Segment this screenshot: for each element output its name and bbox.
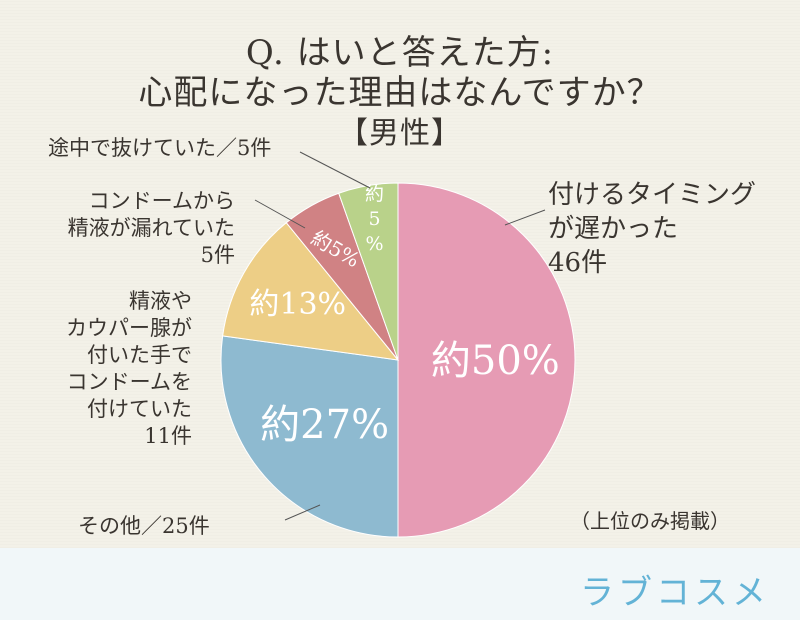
- footer-band: [0, 548, 800, 620]
- label-leak-count: 5件: [200, 243, 235, 267]
- leader-late: [504, 209, 546, 226]
- label-late-line2: が遅かった: [548, 214, 679, 244]
- slice-slip: [338, 182, 399, 361]
- label-leak-line2: 精液が漏れていた: [67, 216, 235, 240]
- slice-fluid: [222, 221, 400, 361]
- label-fluid-line5: 付けていた: [87, 397, 192, 421]
- slice-slip-percent-label: 約 5%: [365, 183, 384, 255]
- label-late-count: 46件: [548, 248, 608, 278]
- label-late: 付けるタイミング が遅かった 46件: [548, 178, 756, 280]
- slice-other: [220, 335, 399, 538]
- slice-other-percent-label: 約27%: [260, 402, 389, 448]
- chart-title-line1: Q. はいと答えた方:: [245, 33, 555, 73]
- brand-logo: ラブコスメ: [580, 573, 770, 613]
- label-fluid-line1: 精液や: [129, 289, 192, 313]
- chart-title-line2: 心配になった理由はなんですか？: [138, 73, 662, 113]
- slice-fluid-percent-label: 約13%: [249, 287, 346, 322]
- label-fluid-line3: 付いた手で: [87, 343, 192, 367]
- label-fluid-line4: コンドームを: [66, 370, 192, 394]
- leader-other: [284, 504, 321, 521]
- label-fluid: 精液や カウパー腺が 付いた手で コンドームを 付けていた 11件: [20, 288, 192, 450]
- label-leak-line1: コンドームから: [88, 189, 235, 213]
- slice-late: [397, 182, 576, 538]
- leader-leak: [254, 199, 306, 229]
- leader-slip: [299, 151, 371, 189]
- label-other: その他／25件: [78, 514, 210, 538]
- label-fluid-line2: カウパー腺が: [66, 316, 192, 340]
- chart-title-line3: 【男性】: [338, 116, 462, 151]
- slice-late-percent-label: 約50%: [431, 338, 560, 384]
- footnote: （上位のみ掲載）: [570, 509, 730, 533]
- label-leak: コンドームから 精液が漏れていた 5件: [60, 188, 235, 269]
- label-slip: 途中で抜けていた／5件: [48, 136, 272, 160]
- label-fluid-count: 11件: [144, 424, 192, 448]
- label-late-line1: 付けるタイミング: [548, 180, 757, 210]
